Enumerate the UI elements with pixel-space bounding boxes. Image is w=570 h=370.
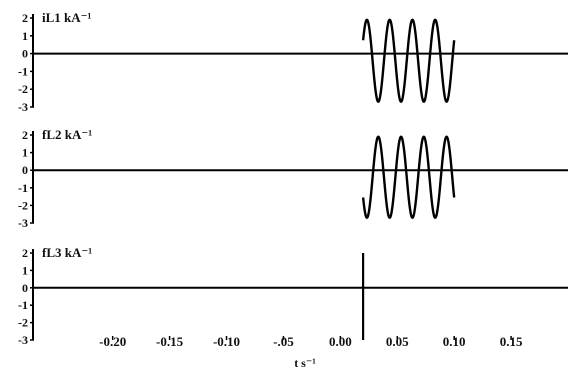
- series-line-2: [361, 135, 456, 219]
- x-tick-label: 0.00: [329, 334, 352, 349]
- x-tick-label: 0.15: [500, 334, 523, 349]
- y-tick-label: -2: [18, 198, 28, 212]
- y-tick-label: -1: [18, 298, 28, 312]
- x-tick-label: -0.20: [99, 334, 126, 349]
- x-axis-label: t s⁻¹: [294, 356, 316, 370]
- chart-panels: 2 1 0 -1 -2 -3 iL1 kA⁻¹ 2 1 0 -1 -2 -3 fL2 kA⁻¹ 2 1 0 -1 -…: [18, 10, 568, 347]
- y-tick-label: -3: [18, 333, 28, 347]
- y-tick-label: 0: [22, 281, 28, 295]
- series-line-1: [361, 18, 456, 103]
- y-tick-label: 2: [22, 11, 28, 25]
- panel-label: iL1 kA⁻¹: [42, 10, 92, 25]
- y-tick-label: 1: [22, 29, 28, 43]
- y-tick-label: -1: [18, 181, 28, 195]
- y-tick-label: 0: [22, 163, 28, 177]
- panel-3: 2 1 0 -1 -2 -3 fL3 kA⁻¹: [18, 245, 568, 347]
- x-tick-label: -0.10: [213, 334, 240, 349]
- panel-label: fL3 kA⁻¹: [42, 245, 92, 260]
- x-tick-label: 0.10: [443, 334, 466, 349]
- x-axis: -0.20 -0.15 -0.10 -.05 0.00 0.05 0.10 0.15: [99, 334, 523, 349]
- y-tick-label: 0: [22, 47, 28, 61]
- panel-1: 2 1 0 -1 -2 -3 iL1 kA⁻¹: [18, 10, 568, 114]
- y-tick-label: 1: [22, 263, 28, 277]
- x-tick-label: -.05: [273, 334, 294, 349]
- y-tick-label: 2: [22, 246, 28, 260]
- y-tick-label: -1: [18, 64, 28, 78]
- y-tick-label: -3: [18, 216, 28, 230]
- x-tick-label: -0.15: [156, 334, 184, 349]
- y-tick-label: 1: [22, 146, 28, 160]
- x-tick-label: 0.05: [386, 334, 409, 349]
- panel-label: fL2 kA⁻¹: [42, 127, 92, 142]
- y-tick-label: -2: [18, 82, 28, 96]
- panel-2: 2 1 0 -1 -2 -3 fL2 kA⁻¹: [18, 127, 568, 230]
- y-tick-label: -2: [18, 316, 28, 330]
- y-tick-label: 2: [22, 128, 28, 142]
- y-tick-label: -3: [18, 100, 28, 114]
